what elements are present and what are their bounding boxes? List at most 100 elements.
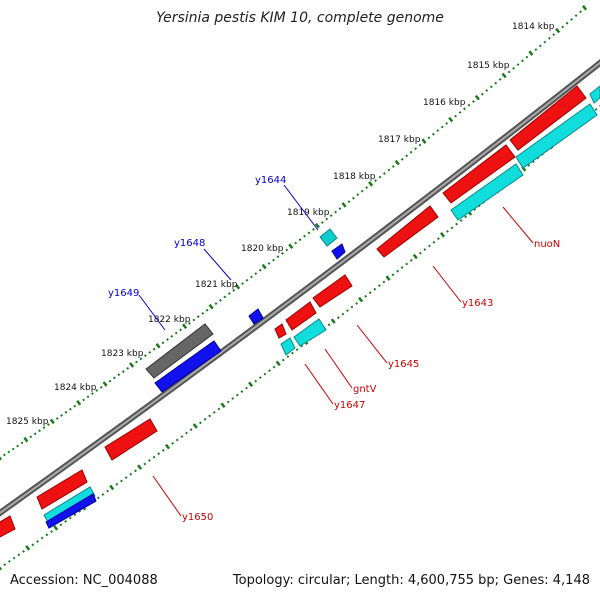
tick-mark — [161, 448, 165, 452]
tick-mark — [245, 386, 248, 390]
gene-y1644-b[interactable] — [331, 243, 346, 260]
tick-mark — [38, 429, 42, 433]
tick-mark — [0, 455, 3, 461]
gene-y1643[interactable] — [376, 205, 439, 258]
tick-mark — [64, 519, 68, 523]
tick-mark — [101, 493, 105, 496]
gene-label-y1643[interactable]: y1643 — [462, 298, 493, 309]
tick-mark — [192, 423, 198, 429]
tick-mark — [391, 273, 395, 277]
gene-red-small[interactable] — [274, 323, 287, 339]
gene-label-y1644[interactable]: y1644 — [255, 175, 286, 186]
tick-mark — [405, 262, 409, 266]
tick-mark — [552, 33, 556, 37]
tick-mark — [418, 251, 422, 255]
tick-mark — [272, 258, 275, 262]
kbp-label: 1819 kbp — [287, 208, 330, 218]
gene-y1649[interactable] — [154, 340, 222, 393]
tick-mark — [355, 302, 359, 305]
accession-text: Accession: NC_004088 — [10, 573, 158, 588]
tick-mark — [220, 402, 226, 408]
tick-mark — [179, 328, 183, 332]
gene-red[interactable] — [442, 144, 516, 204]
tick-mark — [254, 379, 258, 383]
gene-cyan-edge[interactable] — [589, 85, 600, 104]
tick-mark — [49, 418, 55, 425]
tick-mark — [336, 316, 340, 320]
kbp-label: 1824 kbp — [54, 383, 97, 393]
gene-label-nuoN[interactable]: nuoN — [534, 239, 560, 250]
gene-red[interactable] — [509, 85, 587, 151]
gene-label-y1647[interactable]: y1647 — [334, 400, 365, 411]
gene-label-y1649[interactable]: y1649 — [108, 288, 139, 299]
gene-y1649-gray[interactable] — [145, 323, 214, 379]
tick-mark — [25, 545, 31, 551]
tick-mark — [512, 66, 516, 70]
tick-mark — [76, 400, 82, 406]
tick-mark — [73, 404, 77, 408]
tick-mark — [174, 331, 178, 335]
gene-label-y1645[interactable]: y1645 — [388, 359, 419, 370]
gene-y1645[interactable] — [312, 274, 353, 308]
kbp-label: 1821 kbp — [195, 280, 238, 290]
gene-label-gntV[interactable]: gntV — [353, 384, 377, 395]
tick-mark — [258, 268, 262, 272]
tick-mark — [109, 484, 115, 491]
tick-mark — [231, 397, 235, 400]
gene-y1650[interactable] — [104, 418, 158, 461]
gene-y1644[interactable] — [319, 228, 338, 247]
gene-y1648[interactable] — [248, 308, 264, 325]
tick-mark — [594, 108, 598, 111]
tick-mark — [455, 222, 459, 226]
tick-mark — [272, 365, 276, 369]
gene-red[interactable] — [36, 469, 88, 510]
tick-mark — [364, 294, 368, 298]
tick-mark — [217, 407, 221, 411]
gene-label-y1650[interactable]: y1650 — [182, 512, 213, 523]
tick-mark — [521, 59, 524, 63]
tick-mark — [139, 357, 143, 361]
tick-mark — [208, 303, 214, 310]
genome-summary-text: Topology: circular; Length: 4,600,755 bp… — [232, 573, 590, 588]
tick-mark — [189, 428, 193, 432]
tick-mark — [42, 426, 46, 430]
tick-mark — [218, 298, 222, 302]
tick-mark — [464, 215, 468, 219]
tick-mark — [249, 275, 253, 279]
tick-mark — [241, 282, 244, 286]
tick-mark — [11, 447, 15, 451]
gene-nuoN[interactable] — [515, 103, 598, 169]
tick-mark — [423, 248, 427, 251]
tick-mark — [311, 227, 315, 231]
tick-mark — [320, 221, 324, 224]
tick-mark — [288, 243, 294, 249]
tick-mark — [129, 472, 133, 476]
gene-gntV[interactable] — [285, 301, 317, 331]
tick-mark — [129, 362, 135, 368]
tick-mark — [170, 334, 174, 338]
tick-mark — [450, 226, 454, 230]
tick-mark — [117, 373, 121, 377]
gene-red[interactable] — [0, 515, 16, 538]
tick-mark — [275, 360, 281, 367]
tick-mark — [374, 179, 378, 183]
tick-mark — [405, 154, 409, 158]
tick-mark — [463, 107, 466, 111]
tick-mark — [50, 530, 54, 533]
leader-lines — [138, 184, 534, 517]
gene-label-y1648[interactable]: y1648 — [174, 238, 205, 249]
tick-mark — [480, 92, 484, 96]
gene-y1647[interactable] — [293, 318, 327, 347]
tick-mark — [214, 302, 218, 306]
tick-mark — [235, 284, 241, 290]
gene-blue[interactable] — [45, 493, 97, 529]
tick-mark — [329, 214, 333, 218]
tick-mark — [291, 351, 294, 355]
tick-mark — [59, 523, 63, 527]
gene-cyan[interactable] — [450, 163, 524, 221]
tick-mark — [82, 398, 86, 402]
kbp-label: 1820 kbp — [241, 244, 284, 254]
gene-cyan-small[interactable] — [280, 337, 296, 356]
cyan-strand-genes — [43, 85, 600, 529]
tick-mark — [137, 464, 143, 470]
